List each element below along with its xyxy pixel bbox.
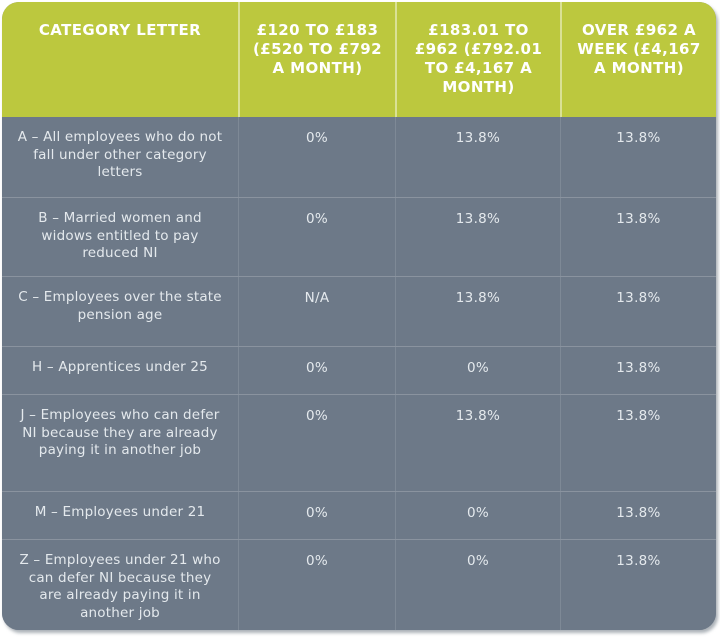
rate-cell: 13.8% xyxy=(395,277,560,346)
rate-cell: 13.8% xyxy=(395,395,560,491)
table-row: H – Apprentices under 25 0% 0% 13.8% xyxy=(2,346,716,394)
rate-cell: 0% xyxy=(238,347,395,394)
ni-rates-table-card: CATEGORY LETTER £120 TO £183 (£520 TO £7… xyxy=(2,2,716,630)
rate-cell: 13.8% xyxy=(560,492,716,539)
row-label-category-a: A – All employees who do not fall under … xyxy=(17,129,223,180)
row-label-category-c: C – Employees over the state pension age xyxy=(18,289,222,323)
rate-cell: 13.8% xyxy=(560,277,716,346)
rate-cell: 13.8% xyxy=(395,117,560,197)
header-cell-band-2: £183.01 TO £962 (£792.01 TO £4,167 A MON… xyxy=(395,2,560,117)
rate-cell: 13.8% xyxy=(560,117,716,197)
table-row: A – All employees who do not fall under … xyxy=(2,117,716,197)
row-label-category-j: J – Employees who can defer NI because t… xyxy=(20,407,220,458)
rate-cell: 13.8% xyxy=(560,395,716,491)
table-row: J – Employees who can defer NI because t… xyxy=(2,394,716,491)
rate-cell: 0% xyxy=(238,117,395,197)
row-label-category-b: B – Married women and widows entitled to… xyxy=(38,210,202,261)
row-label-category-z: Z – Employees under 21 who can defer NI … xyxy=(19,552,221,621)
table-row: B – Married women and widows entitled to… xyxy=(2,197,716,276)
rate-cell: N/A xyxy=(238,277,395,346)
rate-cell: 0% xyxy=(238,395,395,491)
rate-cell: 0% xyxy=(395,540,560,630)
table-header-row: CATEGORY LETTER £120 TO £183 (£520 TO £7… xyxy=(2,2,716,117)
rate-cell: 13.8% xyxy=(560,198,716,276)
rate-cell: 0% xyxy=(395,492,560,539)
rate-cell: 0% xyxy=(238,198,395,276)
rate-cell: 0% xyxy=(395,347,560,394)
rate-cell: 13.8% xyxy=(560,347,716,394)
rate-cell: 13.8% xyxy=(560,540,716,630)
table-row: C – Employees over the state pension age… xyxy=(2,276,716,346)
rate-cell: 0% xyxy=(238,540,395,630)
header-cell-band-1: £120 TO £183 (£520 TO £792 A MONTH) xyxy=(238,2,395,117)
rate-cell: 0% xyxy=(238,492,395,539)
table-row: Z – Employees under 21 who can defer NI … xyxy=(2,539,716,630)
table-row: M – Employees under 21 0% 0% 13.8% xyxy=(2,491,716,539)
header-cell-band-3: OVER £962 A WEEK (£4,167 A MONTH) xyxy=(560,2,716,117)
row-label-category-h: H – Apprentices under 25 xyxy=(32,359,208,375)
rate-cell: 13.8% xyxy=(395,198,560,276)
header-cell-category-letter: CATEGORY LETTER xyxy=(38,21,202,39)
row-label-category-m: M – Employees under 21 xyxy=(34,504,206,520)
